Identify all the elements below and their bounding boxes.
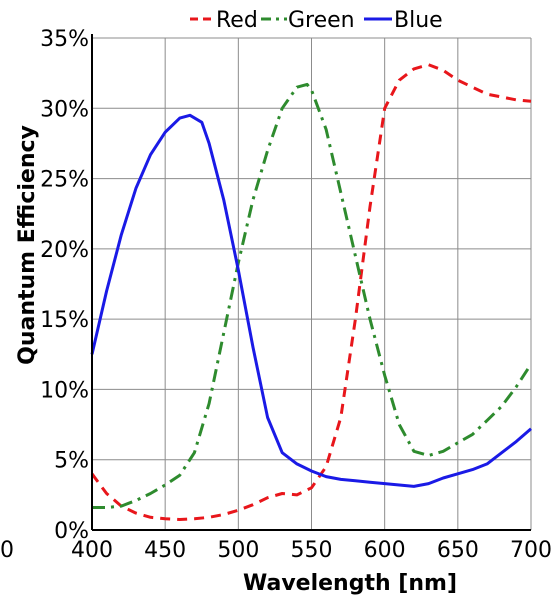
series-line-blue [90, 113, 532, 488]
x-tick-label: 400 [71, 538, 113, 563]
series-lines [90, 63, 533, 521]
x-tick-label: 550 [291, 538, 333, 563]
x-tick-label: 650 [437, 538, 479, 563]
y-tick-label: 15% [40, 308, 89, 333]
x-tick-label: 700 [510, 538, 552, 563]
legend-green-label: Green [288, 8, 355, 33]
x-tick-label-clipped: 00 [0, 538, 14, 563]
grid [91, 37, 532, 531]
legend-red-label: Red [216, 8, 258, 33]
x-tick-label: 450 [144, 538, 186, 563]
tick-labels: 400 450 500 550 600 650 700 0% 5% 10% 15% 20% 25% 30%… [0, 27, 552, 563]
y-tick-label: 35% [40, 27, 89, 52]
series-line-green [92, 82, 533, 509]
legend: Red Green Blue [190, 8, 443, 33]
x-axis-title: Wavelength [nm] [243, 571, 457, 596]
x-tick-label: 600 [364, 538, 406, 563]
y-tick-label: 10% [40, 378, 89, 403]
y-axis-title: Quantum Efficiency [15, 125, 40, 365]
series-line-red [90, 63, 532, 521]
y-tick-label: 30% [40, 97, 89, 122]
y-tick-label: 5% [54, 449, 89, 474]
plot-frame [91, 34, 531, 531]
y-tick-label: 25% [40, 168, 89, 193]
legend-blue-label: Blue [394, 8, 443, 33]
y-tick-label: 0% [54, 519, 89, 544]
x-tick-label: 500 [217, 538, 259, 563]
y-tick-label: 20% [40, 238, 89, 263]
